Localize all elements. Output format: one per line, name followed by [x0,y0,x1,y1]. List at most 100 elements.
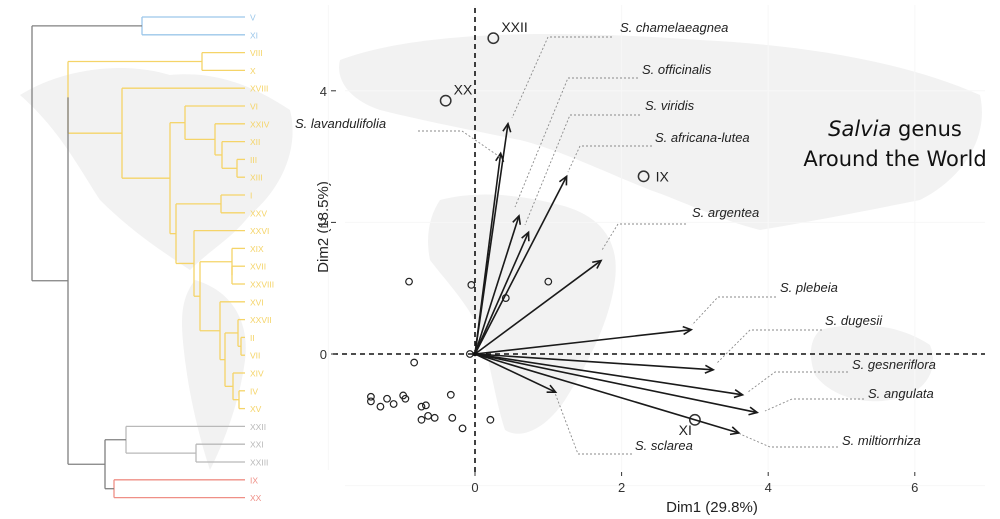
variable-label: S. africana-lutea [655,130,750,145]
dendrogram-leaf-label: XXIV [250,119,270,129]
observation-label: XI [679,422,692,438]
label-leader-line [739,433,838,448]
dendrogram-leaf-label: I [250,191,252,201]
observation-point [430,413,439,422]
variable-label: S. angulata [868,386,934,401]
observation-point [446,390,455,399]
x-tick-label: 6 [911,480,918,495]
pca-biplot: Dim1 (29.8%) Dim2 (18.5%) 0 2 4 6 0 2 4 XXII XX… [295,5,985,516]
x-axis-label: Dim1 (29.8%) [666,499,758,516]
label-leader-line [511,36,612,119]
dendrogram-leaf-label: XVI [250,297,264,307]
dendrogram-leaf-label: VI [250,102,258,112]
variable-arrow [474,353,714,371]
dendrogram-leaf-label: XIII [250,173,263,183]
dendrogram-leaf-label: II [250,333,255,343]
observation-point [544,277,553,286]
dendrogram-leaf-label: III [250,155,257,165]
observation-point [367,392,375,401]
variable-arrow [474,353,556,393]
label-leader-line [554,392,632,455]
variable-arrow [474,353,743,396]
variable-label: S. miltiorrhiza [842,433,921,448]
variable-arrow [474,328,692,355]
map-landmass [339,34,982,230]
observation-label: IX [656,168,670,184]
variable-labels: S. chamelaeagnea S. lavandulifolia S. offi… [295,20,936,455]
x-tick-label: 0 [471,480,478,495]
observation-point [410,358,419,367]
title-genus-suffix: genus [891,117,962,141]
observation-point [421,401,430,410]
dendrogram-leaf-label: XXVII [250,315,272,325]
arrow-head [729,426,741,436]
label-leader-line [715,329,822,365]
dendrogram-leaf-label: XXIII [250,458,268,468]
arrow-head [704,364,716,374]
observation-point [405,277,413,286]
arrow-head [592,259,603,269]
arrow-head [521,230,530,242]
observation-point [383,394,391,403]
labeled-observation-point [487,32,500,45]
variable-label: S. chamelaeagnea [620,20,728,35]
variable-arrow [474,153,502,355]
arrow-head [682,325,694,336]
dendrogram-leaf-label: XII [250,137,260,147]
x-tick-label: 2 [618,480,625,495]
variable-label: S. argentea [692,205,759,220]
title-line-2: Around the World [803,147,987,171]
observation-point [417,402,426,411]
dendrogram-leaf-label: XXVI [250,226,269,236]
dendrogram: VXIVIIIXXVIIIVIXXIVXIIIIIXIIIIXXVXXVIXIX… [31,13,274,503]
dendrogram-leaf-label: VIII [250,48,263,58]
variable-arrow [474,231,530,355]
dendrogram-leaf-label: XX [250,493,262,503]
figure-title: Salvia genus Around the World [800,114,990,174]
axes: Dim1 (29.8%) Dim2 (18.5%) 0 2 4 6 0 2 4 [315,5,985,516]
dendrogram-leaf-label: V [250,13,256,23]
labeled-observation-point [439,94,452,107]
arrow-head [546,384,558,394]
dendrogram-leaf-label: XVII [250,262,266,272]
dendrogram-leaf-label: IX [250,475,258,485]
variable-arrow [474,353,758,414]
dendrogram-leaf-label: XXV [250,208,267,218]
observation-point [376,402,385,411]
label-leader-line [747,371,848,393]
map-landmass [20,67,293,270]
world-map-background [20,34,982,470]
title-line-1: Salvia genus [800,114,990,144]
observation-label: XXII [501,19,527,35]
observation-point [417,415,426,424]
dendrogram-leaf-label: XVIII [250,84,268,94]
observation-point [367,397,375,406]
label-leader-line [691,296,776,326]
labeled-observation-point [688,413,701,426]
variable-arrow [474,259,602,355]
label-leader-line [567,145,652,173]
map-landmass [428,194,616,434]
dendrogram-leaf-label: XV [250,404,262,414]
observation-point [424,411,432,420]
variable-arrow [474,175,568,355]
y-tick-label: 2 [320,215,327,230]
variable-label: S. plebeia [780,280,838,295]
y-axis-label: Dim2 (18.5%) [315,181,332,273]
label-leader-line [418,130,501,158]
labeled-observation-point [637,170,650,183]
variable-label: S. gesneriflora [852,357,936,372]
arrow-head [502,121,512,133]
variable-label: S. officinalis [642,62,712,77]
variable-arrows [472,121,760,436]
variable-label: S. lavandulifolia [295,116,386,131]
dendrogram-leaf-label: XXII [250,422,266,432]
y-tick-label: 4 [320,84,327,99]
dendrogram-leaf-label: X [250,66,256,76]
map-landmass [182,280,246,470]
arrow-head [558,174,568,186]
origin-point [472,351,478,357]
variable-label: S. dugesii [825,313,883,328]
dendrogram-leaf-label: XI [250,30,258,40]
